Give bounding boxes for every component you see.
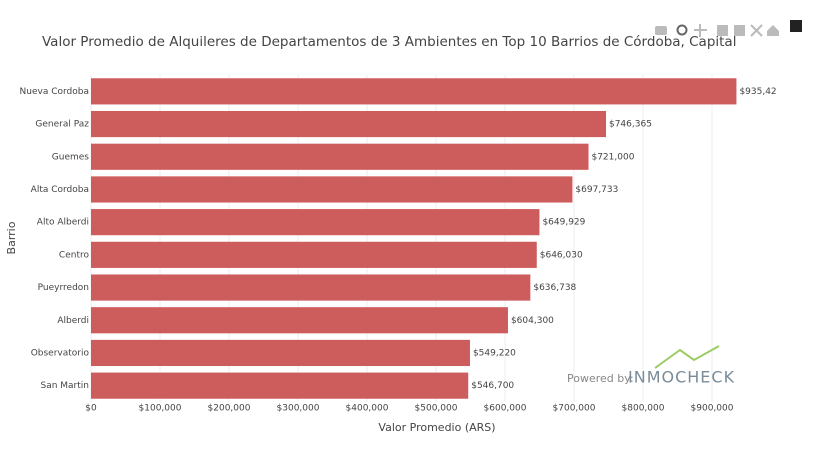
plotly-logo[interactable] [790, 20, 802, 32]
watermark: Powered by: INMOCHECK [567, 345, 735, 387]
pan-button[interactable] [694, 24, 707, 37]
x-tick-label: $900,000 [691, 404, 734, 414]
bar [91, 209, 540, 236]
value-label: $604,300 [511, 316, 554, 326]
value-label: $649,929 [542, 218, 585, 228]
x-tick-label: $600,000 [484, 404, 527, 414]
bar [91, 307, 508, 334]
x-tick-label: $200,000 [208, 404, 251, 414]
x-tick-label: $100,000 [139, 404, 182, 414]
reset-button[interactable] [767, 25, 779, 36]
y-tick-label: Guemes [52, 152, 90, 162]
y-tick-label: Centro [59, 250, 90, 260]
watermark-brand: INMOCHECK [628, 368, 735, 387]
value-label: $746,365 [609, 120, 652, 130]
autoscale-button[interactable] [750, 24, 763, 37]
value-label: $721,000 [591, 152, 634, 162]
y-tick-label: Alberdi [57, 316, 89, 326]
x-tick-label: $0 [85, 404, 97, 414]
bar [91, 176, 573, 203]
x-tick-label: $400,000 [346, 404, 389, 414]
y-tick-label: Pueyrredon [38, 283, 89, 293]
camera-button[interactable] [655, 26, 667, 35]
x-tick-label: $700,000 [553, 404, 596, 414]
y-axis-title: Barrio [5, 221, 18, 254]
value-label: $646,030 [540, 250, 583, 260]
y-tick-label: San Martin [40, 381, 89, 391]
chart-title: Valor Promedio de Alquileres de Departam… [42, 34, 736, 50]
bar [91, 110, 606, 138]
value-label: $549,220 [473, 348, 516, 358]
x-tick-label: $800,000 [622, 404, 665, 414]
y-tick-label: General Paz [35, 120, 89, 130]
zoom-out-button[interactable] [734, 25, 745, 36]
bar [91, 372, 469, 399]
bar [91, 339, 470, 367]
y-tick-label: Alta Cordoba [31, 185, 89, 195]
value-label: $546,700 [471, 381, 514, 391]
x-axis-title: Valor Promedio (ARS) [378, 421, 495, 434]
y-tick-label: Alto Alberdi [37, 218, 89, 228]
zoom-in-button[interactable] [717, 25, 728, 36]
watermark-prefix: Powered by: [567, 372, 634, 385]
bar [91, 241, 537, 268]
bar [91, 78, 737, 105]
value-label: $636,738 [533, 283, 576, 293]
y-tick-label: Nueva Cordoba [20, 87, 89, 97]
modebar [655, 20, 802, 37]
bar [91, 143, 589, 170]
x-tick-label: $500,000 [415, 404, 458, 414]
y-tick-label: Observatorio [31, 348, 90, 358]
zoom-button[interactable] [676, 24, 688, 36]
value-label: $935,42 [739, 87, 776, 97]
bar [91, 274, 531, 301]
value-label: $697,733 [575, 185, 618, 195]
x-tick-label: $300,000 [277, 404, 320, 414]
